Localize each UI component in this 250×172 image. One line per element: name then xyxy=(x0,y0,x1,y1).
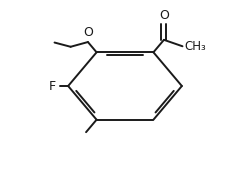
Text: CH₃: CH₃ xyxy=(184,40,206,53)
Text: O: O xyxy=(83,26,93,40)
Text: O: O xyxy=(159,9,169,22)
Text: F: F xyxy=(49,79,56,93)
